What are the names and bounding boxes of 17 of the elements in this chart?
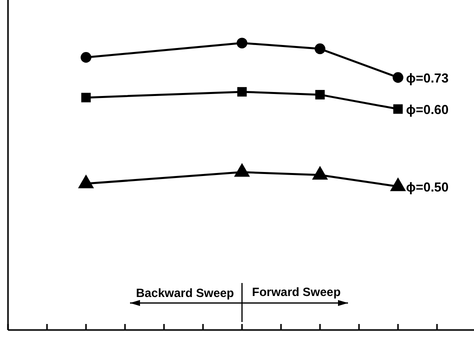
point bbox=[312, 166, 328, 180]
point bbox=[237, 87, 247, 97]
point bbox=[234, 162, 250, 177]
point bbox=[393, 104, 403, 114]
point bbox=[236, 38, 248, 48]
point bbox=[390, 177, 406, 192]
annotation: Forward Sweep bbox=[252, 285, 341, 299]
series-label: ϕ=0.60 bbox=[406, 102, 449, 118]
point bbox=[81, 92, 91, 102]
point bbox=[78, 174, 94, 188]
series-label: ϕ=0.50 bbox=[406, 180, 449, 195]
annotation: Backward Sweep bbox=[136, 286, 234, 300]
point bbox=[392, 72, 404, 83]
point bbox=[314, 43, 326, 54]
point bbox=[315, 90, 325, 100]
series-label: ϕ=0.73 bbox=[406, 70, 449, 86]
point bbox=[80, 52, 92, 63]
